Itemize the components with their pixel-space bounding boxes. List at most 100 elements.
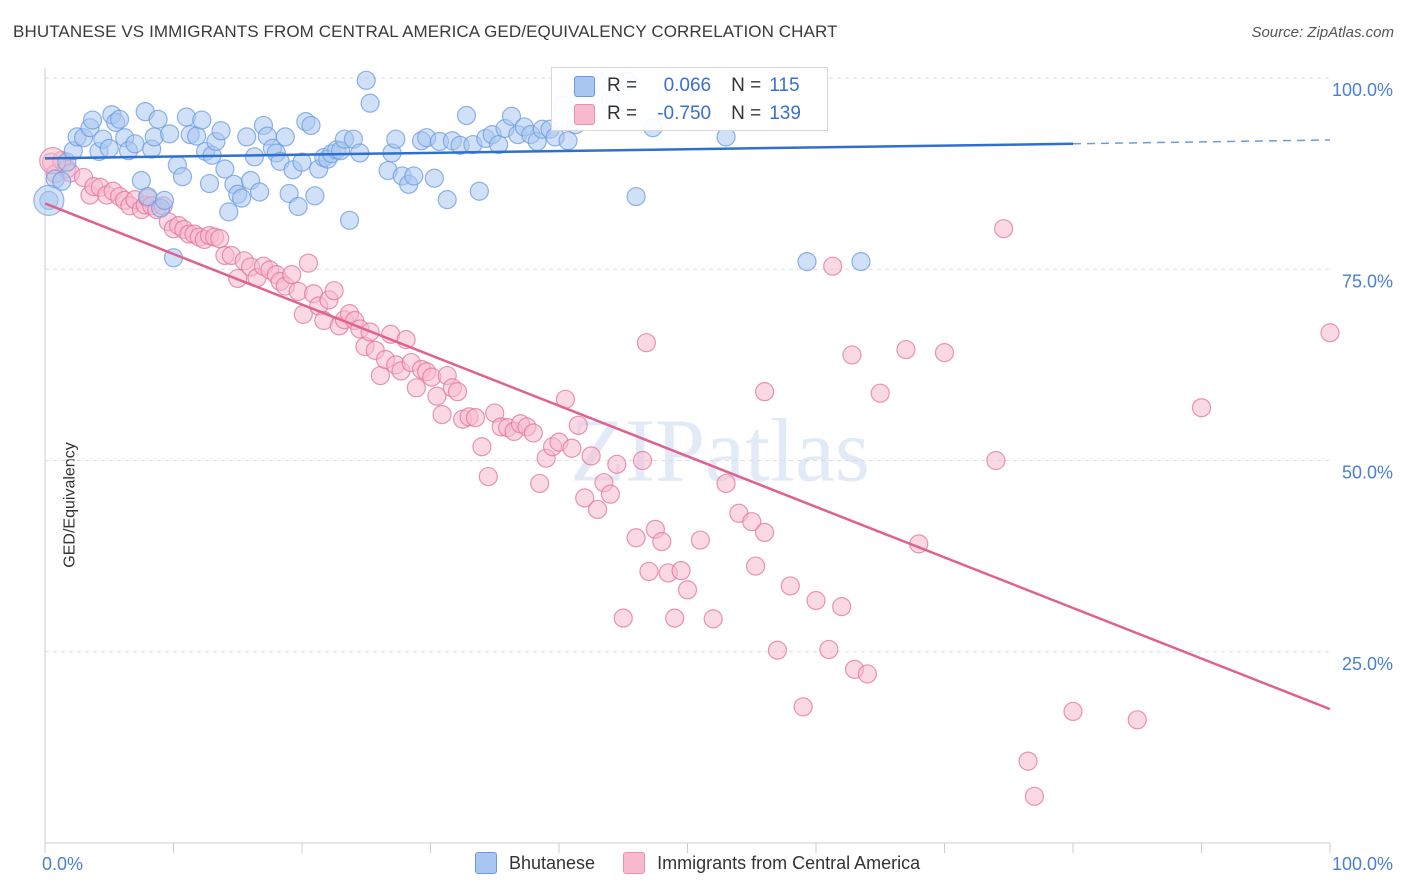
legend-label-bhutanese: Bhutanese bbox=[509, 852, 596, 873]
immigrants-point bbox=[626, 528, 646, 548]
immigrants-point bbox=[530, 473, 550, 494]
immigrants-point bbox=[690, 530, 710, 550]
immigrants-point bbox=[677, 580, 698, 600]
immigrants-point bbox=[842, 345, 862, 365]
immigrants-point bbox=[1191, 398, 1212, 418]
immigrants-point bbox=[523, 423, 543, 443]
bhutanese-point bbox=[232, 188, 252, 208]
bhutanese-point bbox=[215, 159, 235, 179]
legend-label-immigrants: Immigrants from Central America bbox=[657, 852, 921, 873]
immigrants-point bbox=[324, 281, 344, 301]
immigrants-point bbox=[780, 576, 800, 596]
bhutanese-point bbox=[851, 252, 871, 272]
immigrants-point bbox=[986, 450, 1006, 471]
legend-n-value: 115 bbox=[769, 75, 800, 96]
immigrants-point bbox=[870, 383, 890, 403]
chart-title: BHUTANESE VS IMMIGRANTS FROM CENTRAL AME… bbox=[13, 22, 838, 41]
bhutanese-point bbox=[558, 131, 578, 151]
bhutanese-point bbox=[219, 202, 239, 222]
immigrants-point bbox=[447, 382, 468, 402]
bhutanese-point bbox=[360, 93, 380, 113]
immigrants-point bbox=[282, 265, 302, 285]
bhutanese-point bbox=[109, 109, 130, 129]
y-tick-label: 25.0% bbox=[1342, 654, 1393, 674]
tick-labels: 25.0% 50.0% 75.0% 100.0% 0.0% 100.0% bbox=[42, 80, 1393, 874]
bhutanese-point bbox=[424, 168, 444, 188]
trend-line-bhutanese-extension bbox=[1072, 139, 1331, 145]
immigrants-point bbox=[1320, 323, 1340, 343]
immigrants-point bbox=[652, 531, 672, 552]
bhutanese-point bbox=[237, 127, 257, 147]
immigrants-point bbox=[742, 512, 762, 532]
immigrants-point bbox=[716, 473, 736, 494]
trend-lines bbox=[44, 139, 1331, 711]
legend-r-label: R = bbox=[607, 75, 638, 96]
trend-line-bhutanese bbox=[44, 142, 1074, 160]
legend-item-bhutanese[interactable]: Bhutanese bbox=[475, 852, 595, 874]
correlation-legend: R = 0.066 N = 115 R = -0.750 N = 139 bbox=[551, 67, 828, 131]
immigrants-point bbox=[298, 253, 319, 273]
bhutanese-point bbox=[339, 210, 360, 230]
y-tick-label: 75.0% bbox=[1342, 271, 1393, 291]
immigrants-point bbox=[754, 382, 775, 402]
legend-r-label: R = bbox=[607, 103, 638, 124]
legend-swatch-bhutanese bbox=[475, 852, 497, 874]
bhutanese-point bbox=[386, 129, 406, 149]
legend-n-value: 139 bbox=[769, 103, 801, 124]
legend-n-label: N = bbox=[731, 75, 762, 96]
bhutanese-point bbox=[501, 106, 522, 126]
immigrants-point bbox=[857, 664, 878, 684]
immigrants-point bbox=[575, 488, 595, 508]
bhutanese-point bbox=[469, 181, 489, 201]
immigrants-point bbox=[665, 608, 685, 628]
immigrants-point bbox=[896, 339, 916, 360]
immigrants-point bbox=[465, 408, 486, 428]
legend-r-value: 0.066 bbox=[663, 75, 712, 96]
legend-item-immigrants[interactable]: Immigrants from Central America bbox=[623, 852, 920, 874]
y-tick-label: 50.0% bbox=[1342, 463, 1393, 483]
immigrants-point bbox=[754, 522, 775, 543]
legend-swatch-immigrants bbox=[574, 103, 595, 125]
immigrants-point bbox=[568, 415, 588, 435]
immigrants-point bbox=[1024, 786, 1045, 806]
bhutanese-point bbox=[288, 196, 308, 217]
bhutanese-point bbox=[211, 121, 231, 141]
bhutanese-point bbox=[404, 166, 424, 186]
bhutanese-point bbox=[52, 171, 72, 191]
bhutanese-point bbox=[33, 184, 65, 216]
bhutanese-point bbox=[279, 183, 299, 204]
immigrants-point bbox=[607, 454, 627, 474]
bhutanese-point bbox=[148, 109, 168, 129]
immigrants-point bbox=[370, 365, 390, 386]
immigrants-point bbox=[632, 450, 653, 471]
bhutanese-point bbox=[192, 110, 212, 130]
bhutanese-point bbox=[131, 170, 151, 191]
bhutanese-point bbox=[456, 105, 477, 126]
immigrants-point bbox=[767, 640, 788, 660]
x-tick-label: 100.0% bbox=[1332, 854, 1393, 874]
bhutanese-point bbox=[199, 173, 220, 194]
bhutanese-point bbox=[626, 186, 646, 207]
immigrants-point bbox=[587, 499, 608, 520]
legend-n-label: N = bbox=[731, 103, 762, 124]
immigrants-point bbox=[613, 608, 633, 628]
bhutanese-point bbox=[125, 134, 145, 154]
immigrants-point bbox=[823, 256, 843, 276]
bhutanese-point bbox=[99, 138, 119, 158]
legend-r-value: -0.750 bbox=[657, 103, 712, 124]
immigrants-point bbox=[636, 333, 656, 353]
bhutanese-point bbox=[82, 110, 103, 130]
immigrants-point bbox=[934, 343, 955, 363]
immigrants-point bbox=[1018, 751, 1038, 771]
immigrants-point bbox=[703, 609, 723, 629]
bhutanese-point bbox=[275, 127, 295, 147]
immigrants-point bbox=[832, 597, 852, 617]
immigrants-point bbox=[671, 561, 691, 581]
points-immigrants-central-america bbox=[39, 147, 1340, 806]
bhutanese-point bbox=[244, 147, 265, 167]
immigrants-point bbox=[806, 590, 826, 611]
bhutanese-point bbox=[154, 190, 175, 210]
bhutanese-point bbox=[144, 127, 164, 147]
bhutanese-point bbox=[797, 252, 817, 272]
